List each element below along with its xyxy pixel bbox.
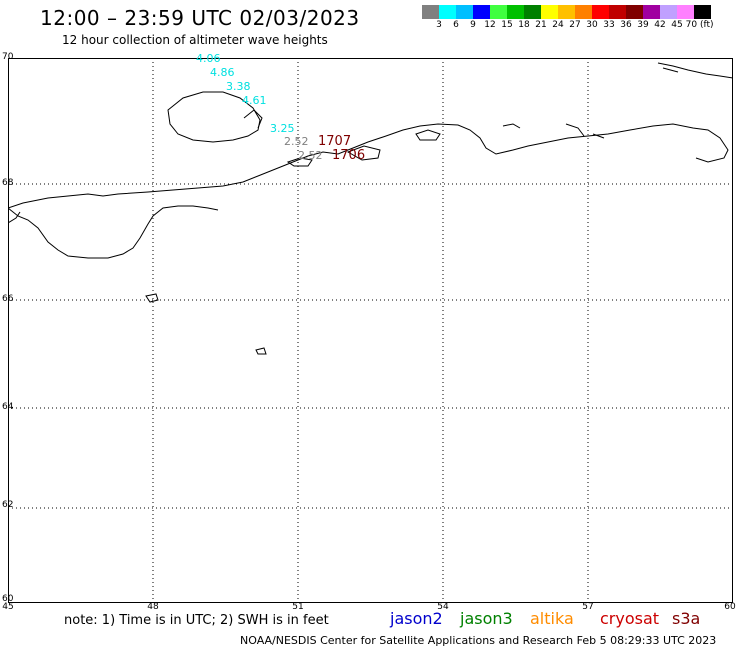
lon-label: 48 [147,602,159,612]
lat-label: 66 [2,294,14,304]
colorbar-label: 15 [501,20,513,30]
wave-height-label: 4.61 [242,94,267,107]
colorbar-swatch [677,5,694,19]
lat-label: 70 [2,52,14,62]
colorbar-label: 39 [637,20,649,30]
satellite-jason3: jason3 [460,609,513,628]
lat-label: 68 [2,178,14,188]
lon-label: 54 [437,602,449,612]
colorbar-label: 70 (ft) [685,20,714,30]
satellite-cryosat: cryosat [600,609,660,628]
map-title: 12:00 – 23:59 UTC 02/03/2023 [40,6,360,30]
wave-height-label: 4.86 [210,66,235,79]
wave-height-label: 2.52 [298,149,323,162]
satellite-s3a: s3a [672,609,701,628]
colorbar-label: 9 [470,20,476,30]
track-label: 1706 [332,148,366,163]
lat-label: 64 [2,402,14,412]
colorbar-label: 6 [453,20,459,30]
lat-label: 62 [2,500,14,510]
colorbar-label: 45 [671,20,683,30]
lon-label: 60 [724,602,736,612]
colorbar-swatch [609,5,626,19]
colorbar-swatch [575,5,592,19]
colorbar [422,5,711,19]
wave-height-label: 3.38 [226,80,251,93]
colorbar-swatch [439,5,456,19]
wave-height-label: 4.06 [196,52,221,65]
colorbar-label: 33 [603,20,615,30]
map-frame [8,58,733,603]
colorbar-swatch [694,5,711,19]
satellite-jason2: jason2 [390,609,443,628]
colorbar-swatch [558,5,575,19]
map-subtitle: 12 hour collection of altimeter wave hei… [62,33,328,47]
lat-label: 60 [2,594,14,604]
wave-height-label: 3.25 [270,122,295,135]
lon-label: 45 [2,602,14,612]
satellite-altika: altika [530,609,574,628]
colorbar-swatch [473,5,490,19]
colorbar-swatch [541,5,558,19]
track-label: 1707 [318,134,352,149]
colorbar-swatch [643,5,660,19]
colorbar-label: 24 [552,20,564,30]
colorbar-swatch [490,5,507,19]
colorbar-labels: 3 6 9 12 15 18 21 24 27 30 33 36 39 42 45 70 (ft) [422,20,740,34]
colorbar-swatch [592,5,609,19]
colorbar-swatch [660,5,677,19]
lon-label: 57 [582,602,594,612]
colorbar-swatch [422,5,439,19]
note-text: note: 1) Time is in UTC; 2) SWH is in fe… [64,613,329,628]
colorbar-label: 18 [518,20,530,30]
wave-height-label: 2.52 [284,135,309,148]
colorbar-label: 30 [586,20,598,30]
coastline [8,62,733,355]
colorbar-swatch [626,5,643,19]
colorbar-label: 42 [654,20,666,30]
colorbar-swatch [456,5,473,19]
colorbar-swatch [507,5,524,19]
colorbar-label: 21 [535,20,547,30]
colorbar-label: 3 [436,20,442,30]
colorbar-swatch [524,5,541,19]
footer-credit: NOAA/NESDIS Center for Satellite Applica… [240,634,717,647]
wave-height-map [8,58,733,603]
lon-label: 51 [292,602,304,612]
colorbar-label: 27 [569,20,581,30]
graticule [8,58,733,603]
colorbar-label: 36 [620,20,632,30]
colorbar-label: 12 [484,20,496,30]
